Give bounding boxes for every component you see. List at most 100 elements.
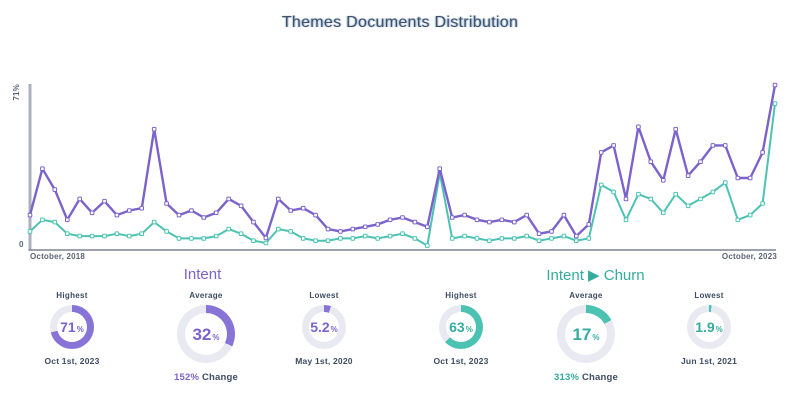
data-point-marker	[636, 124, 641, 130]
series-line	[29, 102, 776, 247]
data-point-marker	[325, 238, 331, 243]
legend-intent-churn-label: Intent ▶ Churn	[546, 267, 645, 284]
data-point-marker	[598, 150, 604, 155]
data-point-marker	[710, 189, 716, 195]
data-point-marker	[561, 233, 567, 239]
data-point-marker	[151, 126, 157, 132]
stat-label: Highest	[445, 291, 477, 300]
data-point-marker	[673, 126, 679, 132]
data-point-marker	[536, 238, 542, 243]
data-point-marker	[164, 201, 169, 206]
data-point-marker	[102, 233, 107, 239]
donut-chart: 1.9%	[687, 305, 731, 349]
data-point-marker	[164, 229, 169, 234]
data-point-marker	[226, 226, 231, 232]
data-point-marker	[425, 243, 430, 248]
data-point-marker	[611, 143, 616, 148]
data-point-marker	[772, 101, 778, 106]
data-point-marker	[512, 219, 517, 225]
data-point-marker	[176, 212, 182, 218]
data-point-marker	[40, 217, 45, 223]
stat-intent-lowest: Lowest 5.2% May 1st, 2020	[264, 291, 384, 366]
data-point-marker	[362, 233, 368, 239]
data-point-marker	[710, 143, 716, 148]
stat-caption: May 1st, 2020	[295, 356, 353, 366]
data-point-marker	[189, 208, 194, 213]
data-point-marker	[524, 212, 530, 218]
data-point-marker	[723, 180, 728, 185]
data-point-marker	[735, 175, 741, 181]
data-point-marker	[400, 231, 405, 236]
stat-caption: 313% Change	[554, 372, 618, 383]
stat-intent-highest: Highest 71% Oct 1st, 2023	[12, 291, 132, 366]
data-point-marker	[673, 191, 679, 197]
data-point-marker	[487, 219, 492, 225]
data-point-marker	[598, 182, 604, 188]
data-point-marker	[288, 229, 293, 234]
data-point-marker	[114, 231, 120, 236]
stat-intent-average: Average 32% 152% Change	[146, 291, 266, 383]
data-point-marker	[574, 238, 579, 243]
data-point-marker	[462, 212, 467, 218]
data-point-marker	[238, 231, 244, 236]
data-point-marker	[114, 212, 120, 218]
data-point-marker	[52, 187, 58, 192]
data-point-marker	[201, 236, 207, 241]
data-point-marker	[201, 215, 207, 220]
data-point-marker	[623, 217, 629, 223]
data-point-marker	[723, 143, 728, 148]
data-point-marker	[375, 222, 380, 227]
data-point-marker	[65, 217, 70, 223]
data-point-marker	[425, 224, 430, 230]
donut-value: 17%	[572, 324, 600, 344]
data-point-marker	[263, 240, 269, 246]
data-point-marker	[760, 150, 765, 155]
data-point-marker	[40, 166, 45, 172]
data-point-marker	[549, 229, 554, 234]
data-point-marker	[387, 217, 393, 223]
data-point-marker	[524, 233, 530, 239]
stat-churn-highest: Highest 63% Oct 1st, 2023	[401, 291, 521, 366]
data-point-marker	[735, 217, 741, 223]
data-point-marker	[102, 198, 107, 204]
data-point-marker	[611, 189, 616, 195]
stat-caption: Oct 1st, 2023	[44, 356, 100, 366]
data-point-marker	[760, 201, 765, 206]
data-point-marker	[698, 159, 703, 165]
donut-value: 1.9%	[695, 319, 723, 335]
data-point-marker	[77, 196, 83, 202]
donut-value: 71%	[60, 319, 84, 335]
x-axis-start-label: October, 2018	[30, 252, 86, 261]
data-point-marker	[251, 219, 256, 225]
data-point-marker	[300, 236, 306, 241]
data-point-marker	[648, 159, 654, 165]
donut-chart: 71%	[50, 305, 94, 349]
data-point-marker	[487, 238, 492, 243]
data-point-marker	[661, 178, 666, 183]
line-chart	[27, 82, 778, 251]
data-point-marker	[698, 196, 703, 202]
data-point-marker	[623, 196, 629, 202]
data-point-marker	[412, 236, 418, 241]
data-point-marker	[499, 217, 505, 223]
data-point-marker	[499, 236, 505, 241]
data-point-marker	[251, 238, 256, 243]
y-axis-max-label: 71%	[12, 84, 21, 101]
donut-value: 5.2%	[310, 319, 338, 335]
data-point-marker	[89, 210, 95, 216]
data-point-marker	[338, 229, 343, 234]
data-point-marker	[89, 233, 95, 239]
data-point-marker	[189, 236, 194, 241]
data-point-marker	[412, 219, 418, 225]
data-point-marker	[648, 196, 654, 202]
data-point-marker	[685, 203, 691, 209]
donut-value: 63%	[449, 319, 473, 335]
data-point-marker	[474, 217, 480, 223]
donut-value: 32%	[192, 324, 220, 344]
stat-caption: Oct 1st, 2023	[433, 356, 489, 366]
data-point-marker	[276, 196, 281, 202]
stat-label: Highest	[56, 291, 88, 300]
donut-chart: 63%	[439, 305, 483, 349]
data-point-marker	[325, 226, 331, 232]
data-point-marker	[747, 175, 753, 181]
